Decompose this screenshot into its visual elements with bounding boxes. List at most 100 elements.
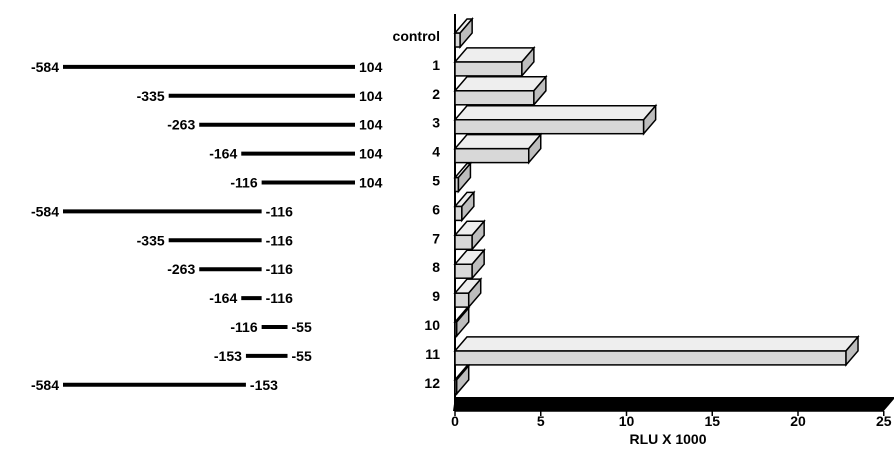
category-label-10: 10 [424,317,440,333]
bar-8 [453,248,486,281]
category-label-9: 9 [432,288,440,304]
x-axis: 0 5 10 15 20 25 [451,410,892,429]
construct-end-label: -116 [266,290,293,306]
construct-end-label: -116 [266,203,293,219]
construct-start-label: -584 [31,59,59,75]
bar-top [453,47,536,63]
construct-start-label: -263 [167,117,195,133]
construct-end-label: -116 [266,232,293,248]
category-label-1: 1 [432,57,440,73]
category-label-12: 12 [424,375,440,391]
construct-10: -116 -55 [230,319,312,335]
bar-top [453,133,543,150]
category-label-3: 3 [432,115,440,131]
category-label-11: 11 [425,346,440,362]
x-tick-label-15: 15 [704,413,720,429]
bar-side [845,334,859,367]
construct-start-label: -263 [167,261,195,277]
bar-front [454,90,535,106]
category-label-6: 6 [432,201,440,217]
bar-side [457,161,472,194]
bar-side [455,305,470,339]
chart-floor-plane [453,397,894,411]
construct-end-label: -55 [292,319,312,335]
category-label-5: 5 [432,173,440,189]
construct-6: -584 -116 [31,203,293,219]
construct-end-label: 104 [359,88,383,104]
bar-front [454,32,461,48]
construct-start-label: -584 [31,377,59,393]
construct-12: -584 -153 [31,377,278,393]
construct-start-label: -164 [209,146,237,162]
construct-end-label: -55 [292,348,312,364]
category-label-4: 4 [432,144,440,160]
category-label-8: 8 [432,259,440,275]
bar-front [454,350,847,366]
construct-end-label: 104 [359,59,383,75]
construct-diagram: -584 104-335 104-263 104-164 104-116 104-584-… [31,59,383,393]
bar-5 [453,161,473,194]
construct-4: -164 104 [209,146,382,162]
bar-6 [453,190,476,223]
construct-start-label: -153 [214,348,242,364]
bar-front [454,205,463,222]
bar-side [527,132,542,165]
bar-front [454,263,473,279]
construct-1: -584 104 [31,59,383,75]
category-label-2: 2 [432,86,440,102]
construct-end-label: -153 [250,377,278,393]
bar-top [453,76,548,92]
construct-8: -263 -116 [167,261,293,277]
category-label-control: control [393,28,440,44]
construct-end-label: -116 [266,261,293,277]
bar-front [454,61,523,77]
bar-7 [453,219,486,252]
construct-end-label: 104 [359,146,383,162]
construct-start-label: -584 [31,203,59,219]
construct-2: -335 104 [137,88,383,104]
bar-front [454,147,530,164]
construct-start-label: -116 [230,175,257,191]
construct-3: -263 104 [167,117,382,133]
bar-10 [453,305,471,339]
bar-2 [453,74,548,107]
construct-11: -153 -55 [214,348,312,364]
bar-side [642,103,657,136]
bar-side [533,74,547,107]
construct-start-label: -335 [137,232,165,248]
bar-12 [453,363,471,396]
x-tick-label-20: 20 [790,413,806,429]
bar-side [459,16,473,50]
construct-5: -116 104 [230,175,382,191]
category-label-7: 7 [432,230,440,246]
bar-top [453,104,658,121]
bar-top [453,336,860,352]
bar-front [454,234,473,251]
bar-side [461,190,475,223]
x-tick-label-10: 10 [619,413,635,429]
bar-3 [453,103,658,136]
bar-9 [453,277,483,310]
bar-side [471,219,485,252]
construct-start-label: -335 [137,88,165,104]
bar-side [467,277,482,310]
x-tick-label-0: 0 [451,413,459,429]
construct-start-label: -116 [230,319,257,335]
bar-control [453,16,474,50]
bar-4 [453,132,543,165]
bar-side [471,248,485,281]
bar-front [454,118,645,135]
bar-side [455,363,470,396]
construct-9: -164 -116 [209,290,293,306]
bar-1 [453,45,536,78]
bar-11 [453,334,860,367]
construct-end-label: 104 [359,175,383,191]
construct-7: -335 -116 [137,232,293,248]
x-tick-label-25: 25 [876,413,892,429]
construct-end-label: 104 [359,117,383,133]
bar-front [454,292,470,308]
bars [453,16,860,396]
